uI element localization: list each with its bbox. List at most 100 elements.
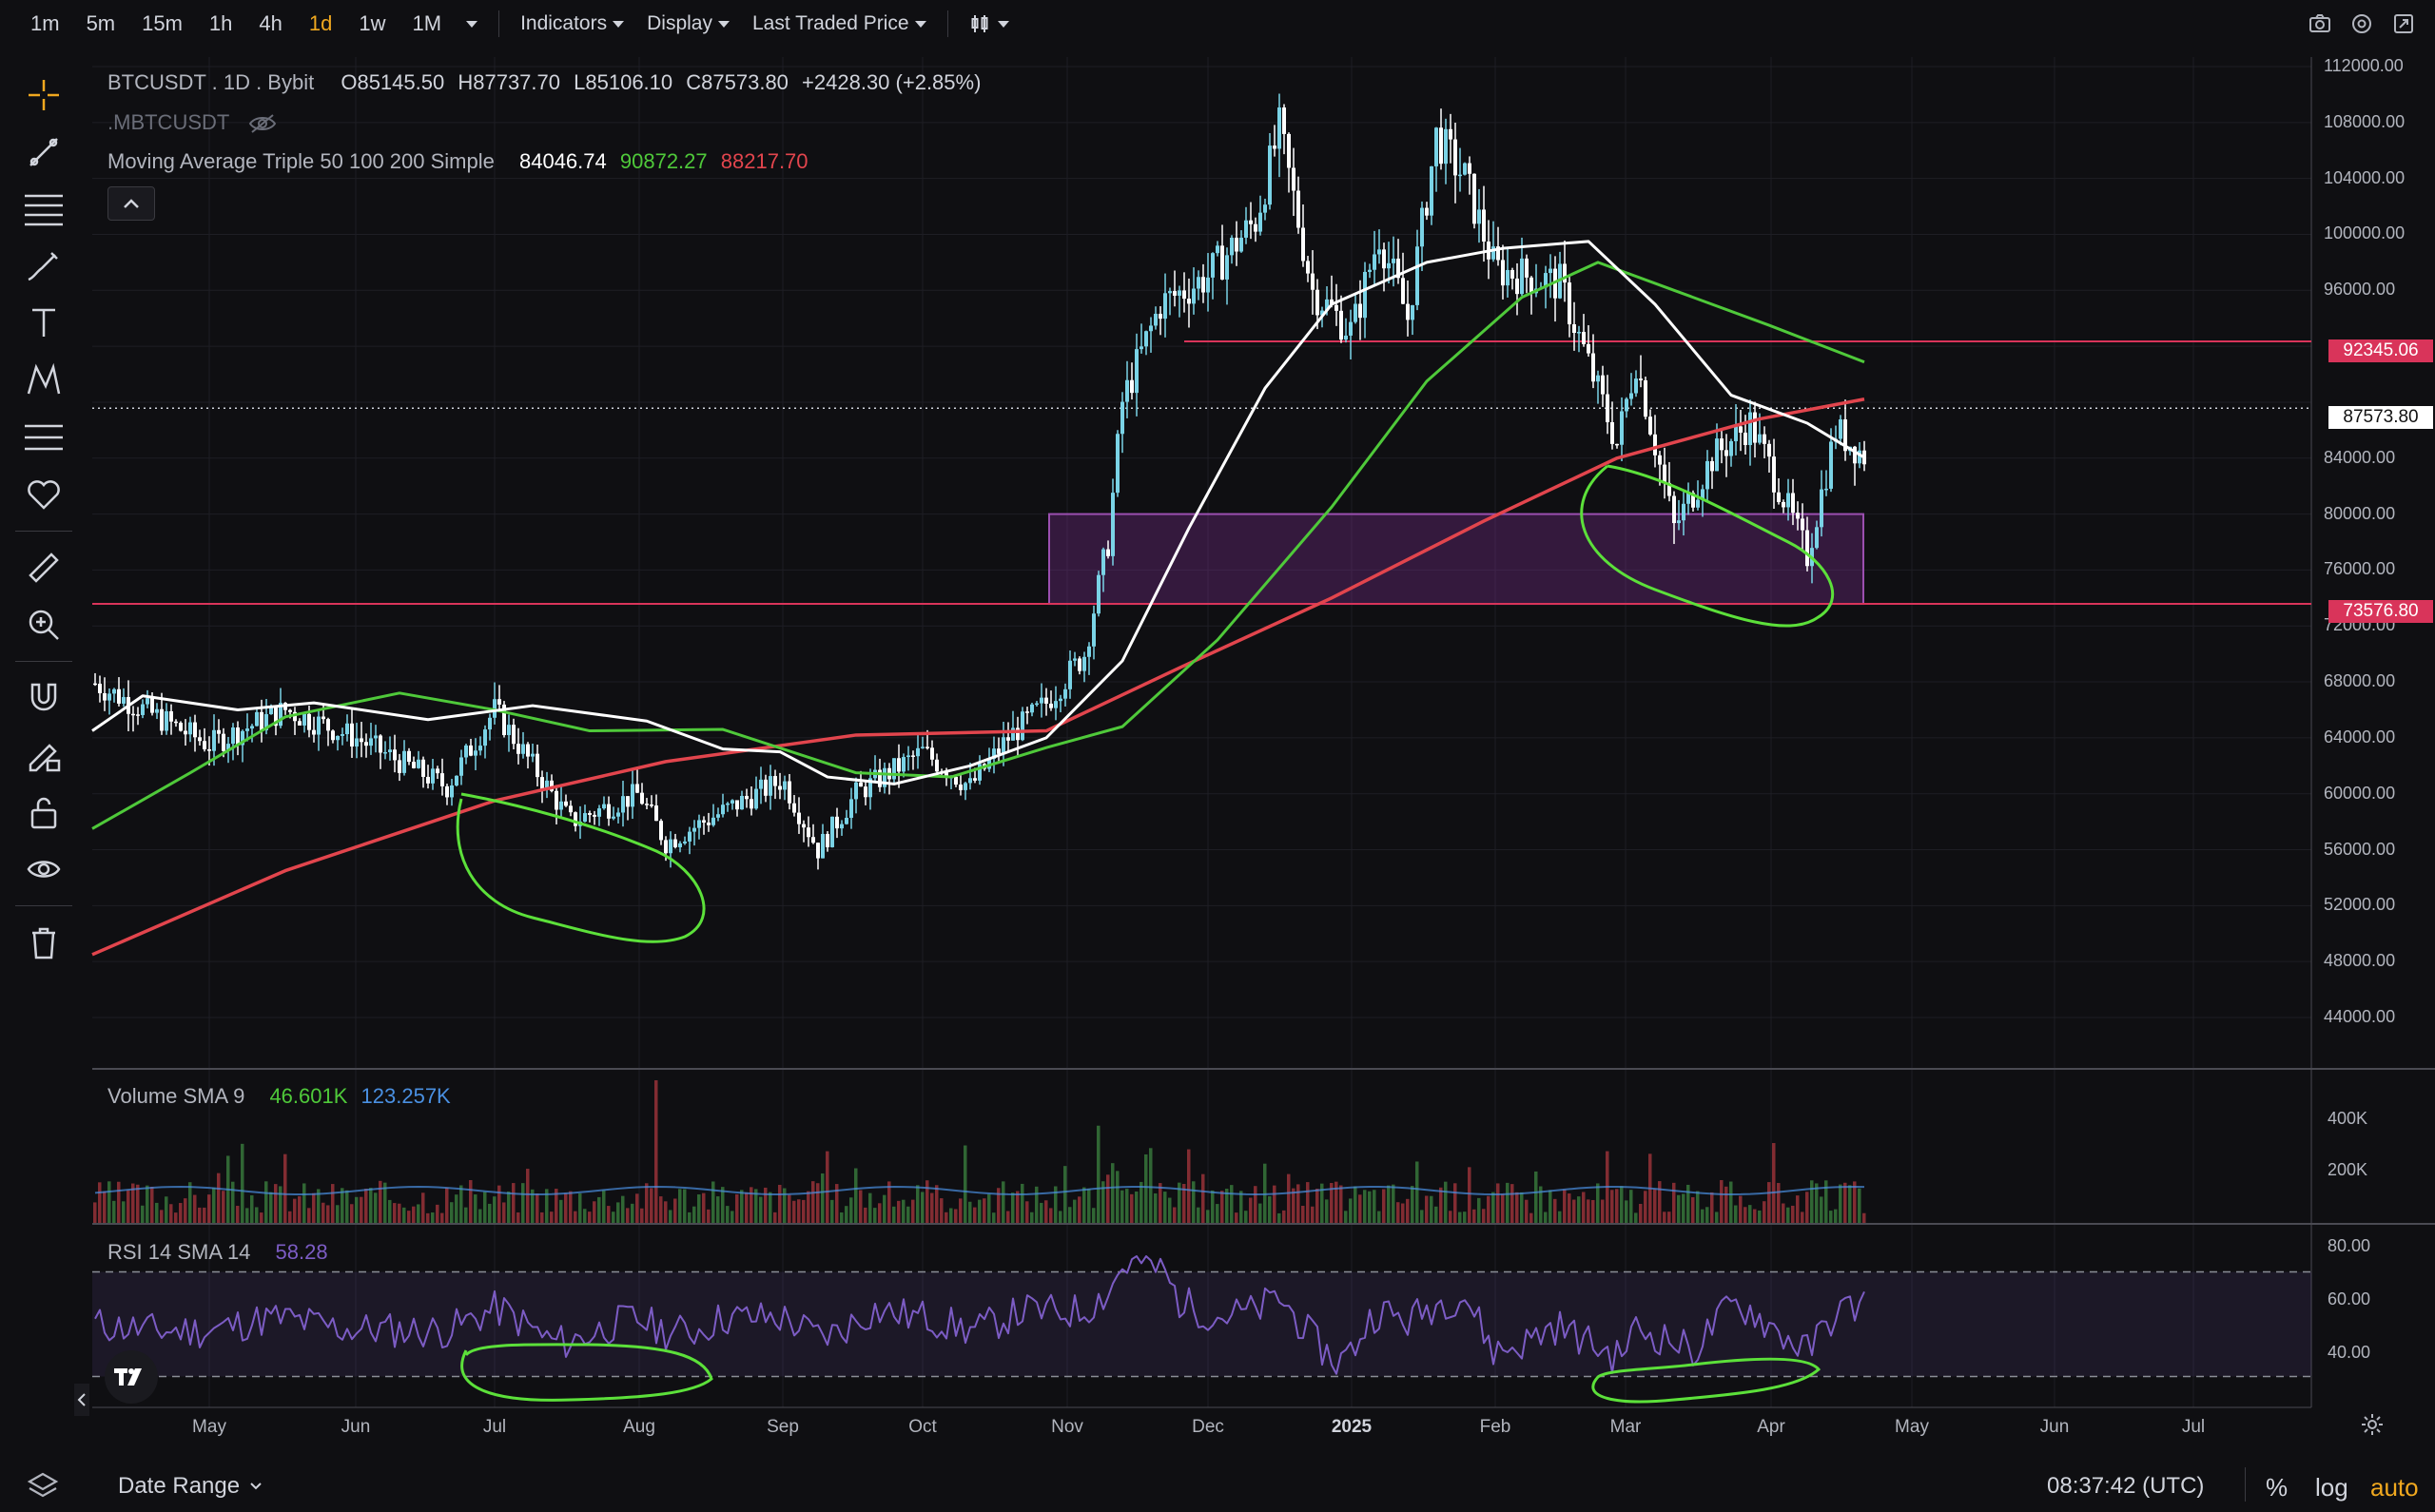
timeframe-5m[interactable]: 5m <box>86 11 116 35</box>
volume-bar <box>1254 1186 1257 1223</box>
zoom-in-icon[interactable] <box>0 596 88 653</box>
indicators-label: Indicators <box>520 12 608 34</box>
layers-icon[interactable] <box>27 1471 59 1504</box>
collapse-legend-button[interactable] <box>107 186 155 221</box>
brush-icon[interactable] <box>0 238 88 295</box>
volume-bar <box>1063 1166 1067 1223</box>
settings-gear-icon[interactable] <box>2359 1411 2386 1443</box>
volume-bar <box>1334 1181 1338 1223</box>
camera-icon[interactable] <box>2308 11 2332 36</box>
candle-body <box>193 722 197 738</box>
volume-bar <box>616 1202 620 1223</box>
volume-bar <box>1558 1211 1562 1223</box>
lock-drawing-icon[interactable] <box>0 727 88 784</box>
volume-bar <box>302 1183 306 1223</box>
display-button[interactable]: Display <box>635 12 741 35</box>
collapse-toolbar-button[interactable] <box>74 1384 89 1416</box>
utc-clock[interactable]: 08:37:42 (UTC) <box>2047 1473 2205 1499</box>
pattern-icon[interactable] <box>0 352 88 409</box>
candle-body <box>341 734 344 736</box>
volume-bar <box>802 1199 806 1223</box>
heart-icon[interactable] <box>0 466 88 523</box>
candle-body <box>150 698 154 713</box>
chevron-left-icon <box>77 1393 86 1406</box>
candle-body <box>1249 220 1253 224</box>
eye-icon[interactable] <box>0 841 88 898</box>
trendline-icon[interactable] <box>0 124 88 181</box>
log-toggle[interactable]: log <box>2315 1473 2348 1502</box>
candle-body <box>1458 174 1462 177</box>
measure-lines-icon[interactable] <box>0 409 88 466</box>
candle-body <box>231 727 235 745</box>
volume-bar <box>845 1206 848 1223</box>
volume-bar <box>122 1201 126 1223</box>
timeframe-1d[interactable]: 1d <box>308 11 333 35</box>
volume-bar <box>1401 1203 1405 1223</box>
trash-icon[interactable] <box>0 914 88 971</box>
timeframe-1M[interactable]: 1M <box>412 11 442 35</box>
candle-body <box>811 837 815 843</box>
volume-bar <box>1667 1212 1671 1223</box>
timeframe-4h[interactable]: 4h <box>259 11 282 35</box>
date-range-button[interactable]: Date Range <box>118 1473 263 1500</box>
auto-toggle[interactable]: auto <box>2370 1473 2419 1502</box>
volume-bar <box>902 1199 906 1223</box>
unlock-icon[interactable] <box>0 784 88 841</box>
volume-bar <box>1767 1182 1771 1223</box>
volume-bar <box>360 1196 363 1223</box>
chevron-down-icon <box>997 20 1009 28</box>
crosshair-icon[interactable] <box>0 67 88 124</box>
volume-bar <box>1506 1182 1510 1223</box>
volume-bar <box>1068 1207 1072 1223</box>
volume-bar <box>1268 1195 1272 1223</box>
timeframe-1m[interactable]: 1m <box>30 11 60 35</box>
percent-toggle[interactable]: % <box>2266 1473 2289 1502</box>
volume-bar <box>198 1207 202 1223</box>
timeframe-1w[interactable]: 1w <box>359 11 386 35</box>
volume-bar <box>597 1196 601 1223</box>
fullscreen-icon[interactable] <box>2391 11 2416 36</box>
volume-bar <box>146 1185 149 1223</box>
chart-type-button[interactable] <box>958 12 1021 35</box>
candle-body <box>1568 282 1571 325</box>
volume-bar <box>911 1199 915 1223</box>
indicators-button[interactable]: Indicators <box>509 12 635 35</box>
eye-off-icon[interactable] <box>248 113 277 134</box>
price-source-button[interactable]: Last Traded Price <box>741 12 938 35</box>
candle-body <box>1159 313 1162 320</box>
gear-icon[interactable] <box>2349 11 2374 36</box>
volume-bar <box>1035 1186 1039 1223</box>
volume-bar <box>949 1208 953 1223</box>
timeframe-1h[interactable]: 1h <box>208 11 233 35</box>
timeframe-dropdown[interactable] <box>455 20 489 28</box>
volume-bar <box>897 1200 901 1223</box>
candle-body <box>255 711 259 727</box>
volume-bar <box>379 1180 382 1223</box>
candle-body <box>1815 527 1819 549</box>
candle-body <box>1682 503 1685 521</box>
volume-bar <box>1392 1184 1395 1223</box>
text-icon[interactable] <box>0 295 88 352</box>
ruler-icon[interactable] <box>0 539 88 596</box>
candle-body <box>1168 291 1172 294</box>
candle-body <box>455 775 458 785</box>
volume-bar <box>1572 1199 1576 1223</box>
volume-bar <box>1420 1210 1424 1223</box>
fib-lines-icon[interactable] <box>0 181 88 238</box>
candle-body <box>555 790 558 810</box>
time-axis-label: Jun <box>2039 1417 2070 1437</box>
tradingview-logo[interactable] <box>105 1350 158 1404</box>
timeframe-15m[interactable]: 15m <box>142 11 183 35</box>
magnet-icon[interactable] <box>0 669 88 727</box>
rsi-axis-label: 60.00 <box>2328 1289 2371 1308</box>
volume-bar <box>1544 1212 1548 1223</box>
candle-body <box>583 813 587 822</box>
volume-bar <box>307 1208 311 1223</box>
volume-bar <box>797 1199 801 1223</box>
volume-bar <box>155 1202 159 1223</box>
candle-body <box>1620 411 1624 445</box>
last-price-badge: 87573.80 <box>2328 406 2433 429</box>
candle-body <box>654 805 658 822</box>
volume-bar <box>1487 1195 1490 1223</box>
